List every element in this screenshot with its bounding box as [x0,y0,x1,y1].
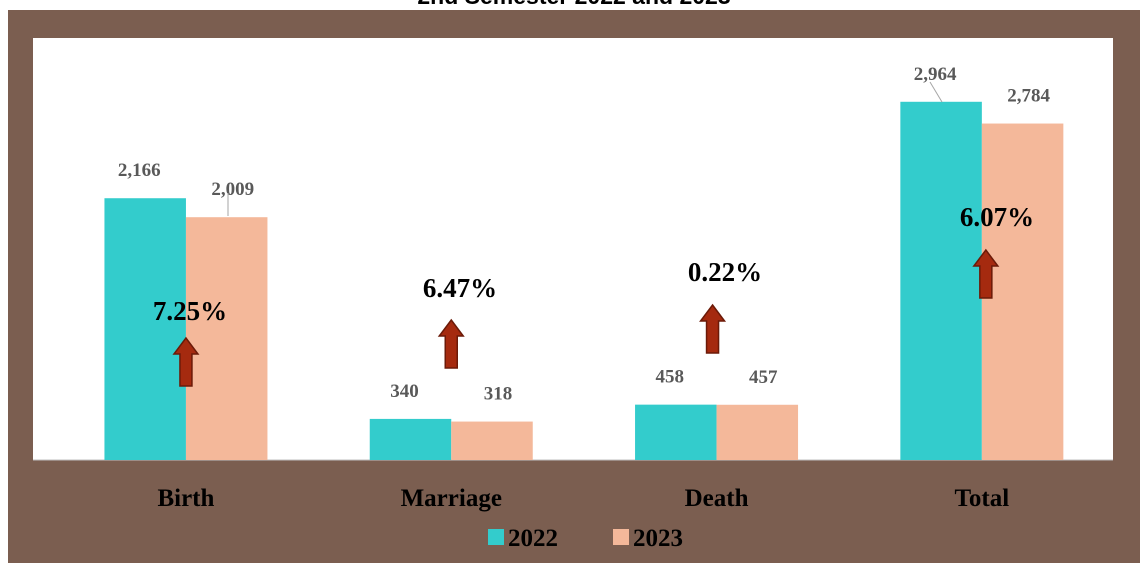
up-arrow [972,248,1000,299]
bar [369,418,452,460]
bar [104,198,186,460]
data-label: 457 [749,367,778,388]
legend-label: 2022 [508,525,558,552]
chart-title: 2nd Semester 2022 and 2023 [417,0,730,9]
bar [981,123,1064,460]
x-tick-label: Total [955,485,1010,512]
x-tick-label: Marriage [401,485,502,512]
bar [451,421,533,460]
data-label: 340 [390,381,419,402]
up-arrow [172,336,200,387]
data-label: 2,166 [118,160,161,181]
annotation: 7.25% [153,296,227,326]
annotation: 6.47% [423,273,497,303]
annotation: 0.22% [688,257,762,287]
up-arrow [437,318,465,369]
up-arrow [699,303,727,354]
x-tick-label: Birth [157,485,214,512]
data-label: 2,784 [1007,86,1050,107]
leader-line [929,81,943,103]
bar [716,404,799,460]
data-label: 318 [484,384,513,405]
bar [635,404,717,460]
annotation: 6.07% [960,202,1034,232]
x-tick-label: Death [685,485,749,512]
data-label: 458 [656,367,685,388]
legend-label: 2023 [633,525,683,552]
legend-swatch [488,529,504,545]
bar [900,101,982,461]
data-label: 2,009 [211,179,254,200]
bar [185,217,268,460]
legend-swatch [613,529,629,545]
data-label: 2,964 [914,64,957,85]
